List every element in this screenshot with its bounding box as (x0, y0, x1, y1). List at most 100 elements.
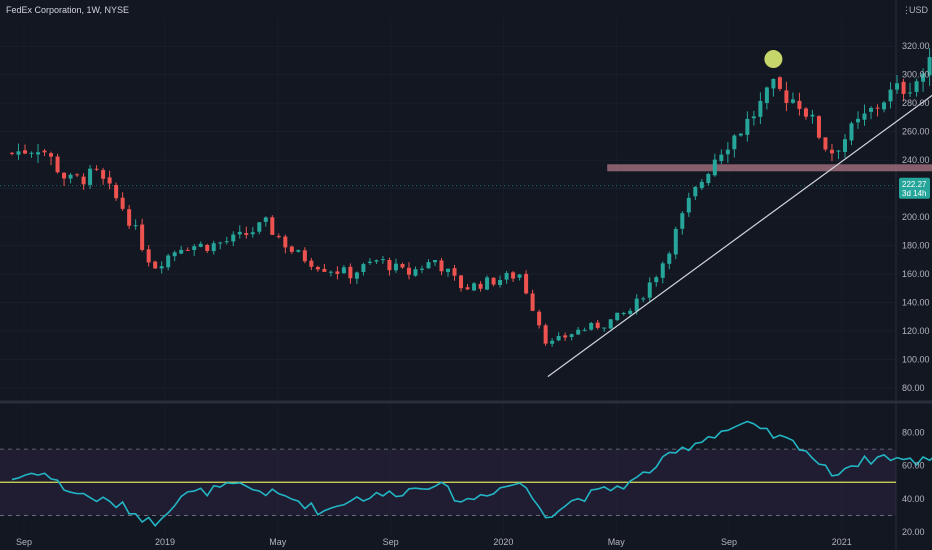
candle-body (328, 271, 333, 273)
candle-body (433, 259, 437, 263)
candle-body (751, 116, 756, 119)
candle-body (218, 242, 223, 244)
candle-body (816, 116, 821, 138)
rsi-line (11, 420, 932, 527)
candle-body (745, 118, 750, 135)
rsi-tick-label: 80.00 (902, 428, 925, 438)
candle-body (797, 100, 802, 109)
candle-body (511, 272, 516, 279)
candle-body (764, 87, 769, 104)
candle-body (283, 236, 288, 248)
price-badge: 222.27 3d 14h (899, 177, 930, 199)
price-badge-countdown: 3d 14h (902, 189, 926, 198)
time-tick-label: 2021 (832, 537, 852, 547)
candle-body (803, 108, 808, 117)
candle-body (354, 272, 359, 279)
candle-body (42, 150, 47, 153)
time-tick-label: May (608, 537, 626, 547)
candle-body (758, 101, 763, 117)
candle-body (504, 272, 509, 280)
candle-body (654, 277, 659, 283)
candle-body (576, 329, 581, 335)
rsi-tick-label: 40.00 (902, 494, 925, 504)
candle-body (498, 279, 503, 285)
candle-body (270, 217, 275, 235)
price-tick-label: 80.00 (902, 383, 925, 393)
candle-body (120, 197, 125, 209)
time-tick-label: 2019 (155, 537, 175, 547)
candle-body (68, 174, 73, 179)
candle-body (49, 153, 54, 157)
candle-body (667, 253, 672, 264)
candle-body (62, 172, 67, 179)
price-tick-label: 260.00 (902, 127, 930, 137)
candle-body (94, 168, 99, 170)
currency-label: USD (909, 5, 929, 15)
candle-body (361, 264, 366, 273)
peak-marker (764, 50, 783, 69)
candle-body (862, 113, 867, 120)
candle-body (693, 186, 698, 197)
price-tick-label: 180.00 (902, 241, 930, 251)
candle-body (602, 327, 607, 329)
candles (10, 48, 932, 347)
candle-body (459, 275, 464, 289)
candle-body (302, 250, 307, 262)
candle-body (517, 274, 522, 278)
candle-body (550, 340, 555, 344)
settings-icon[interactable]: ⋮ (902, 5, 911, 15)
candle-body (738, 133, 743, 136)
candle-body (140, 224, 145, 250)
time-tick-label: Sep (721, 537, 737, 547)
candle-body (413, 269, 418, 276)
candle-body (777, 77, 782, 89)
price-tick-label: 240.00 (902, 155, 930, 165)
axes: 80.00 100.00 120.00 140.00 160.00 180.00 200.0… (16, 41, 930, 547)
candle-body (276, 236, 281, 238)
candle-body (114, 184, 119, 199)
candle-body (29, 152, 34, 154)
candle-body (829, 149, 834, 154)
candle-body (257, 222, 262, 232)
candle-body (322, 268, 327, 272)
candle-body (439, 260, 444, 272)
candle-body (166, 255, 171, 268)
candle-body (406, 267, 411, 275)
candle-body (543, 325, 548, 344)
price-tick-label: 120.00 (902, 326, 930, 336)
candle-body (55, 156, 60, 173)
candle-body (582, 329, 587, 331)
candle-body (725, 149, 730, 155)
candle-body (16, 151, 21, 155)
candle-body (36, 152, 41, 155)
candle-body (244, 233, 249, 235)
candle-body (615, 312, 620, 321)
candle-body (133, 225, 138, 227)
candle-body (680, 213, 685, 229)
price-tick-label: 300.00 (902, 70, 930, 80)
price-tick-label: 280.00 (902, 98, 930, 108)
candle-body (719, 154, 724, 162)
candle-body (179, 249, 184, 254)
time-tick-label: 2020 (493, 537, 513, 547)
candle-body (842, 139, 847, 153)
candle-body (563, 335, 568, 338)
candle-body (159, 266, 164, 269)
candle-body (341, 267, 346, 274)
candle-body (23, 150, 28, 154)
candle-body (185, 249, 190, 251)
candle-body (901, 81, 906, 94)
candle-body (660, 263, 665, 278)
candle-body (771, 78, 776, 89)
price-tick-label: 320.00 (902, 41, 930, 51)
candle-body (537, 311, 542, 326)
candle-body (393, 263, 398, 271)
candle-body (608, 319, 613, 329)
candle-body (589, 323, 594, 330)
candle-body (914, 81, 919, 92)
candle-body (263, 217, 268, 222)
candle-body (153, 261, 158, 269)
candle-body (192, 246, 197, 250)
candle-body (237, 231, 242, 235)
